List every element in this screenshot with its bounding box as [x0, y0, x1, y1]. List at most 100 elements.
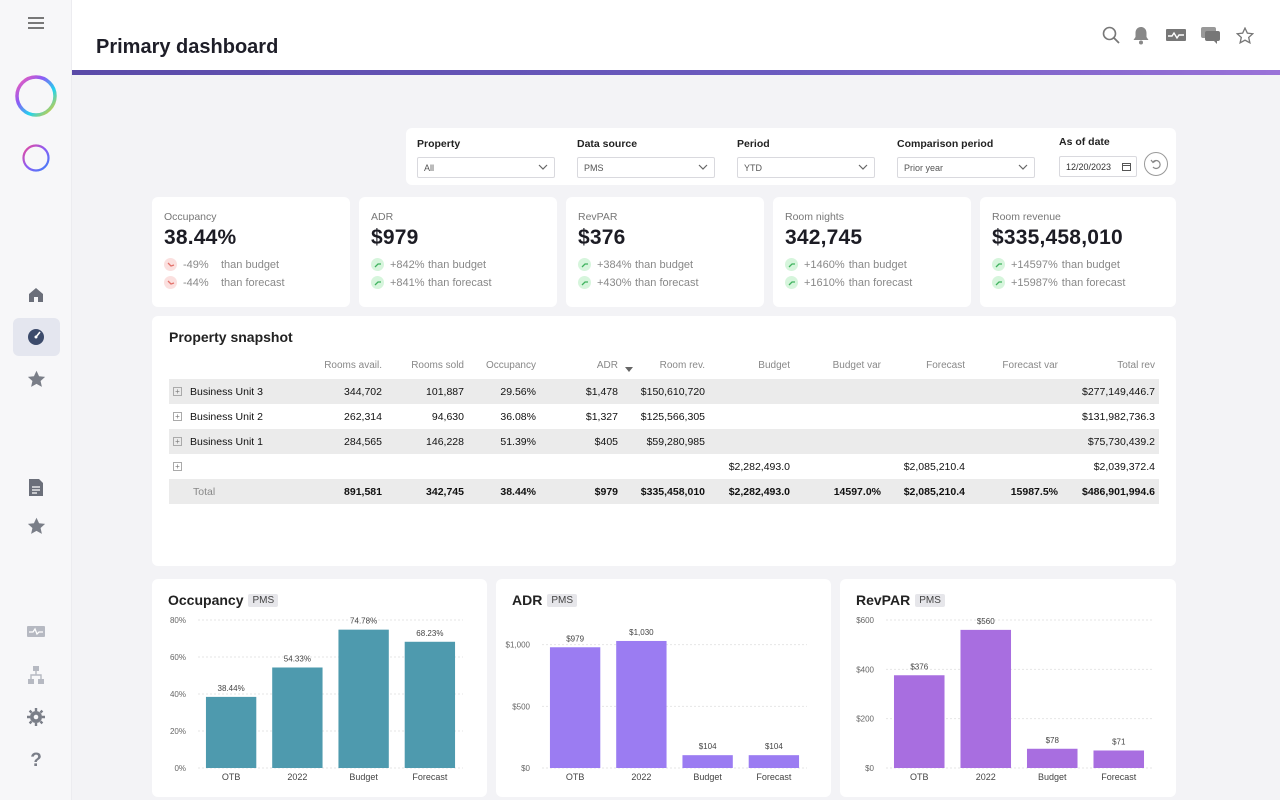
kpi-card-revpar[interactable]: RevPAR $376 +384% than budget +430% than… — [566, 197, 764, 307]
color-ring-small-logo[interactable] — [0, 143, 72, 173]
snapshot-title: Property snapshot — [169, 329, 293, 345]
kpi-card-room-nights[interactable]: Room nights 342,745 +1460% than budget +… — [773, 197, 971, 307]
y-tick-label: $200 — [856, 715, 874, 724]
kpi-forecast-pct: +430% — [597, 276, 632, 289]
table-row[interactable]: + $2,282,493.0 $2,085,210.4 $2,039,372.4 — [169, 454, 1159, 479]
kpi-value: 342,745 — [785, 226, 863, 249]
x-category-label: Budget — [1038, 772, 1067, 782]
star-icon[interactable] — [0, 516, 72, 536]
kpi-card-adr[interactable]: ADR $979 +842% than budget +841% than fo… — [359, 197, 557, 307]
table-row[interactable]: + Business Unit 3 344,702 101,887 29.56% $1,4… — [169, 379, 1159, 404]
total-cell: 38.44% — [468, 479, 540, 504]
kpi-label: ADR — [371, 211, 394, 223]
monitor-icon[interactable] — [1165, 24, 1187, 46]
column-header[interactable]: Occupancy — [485, 360, 536, 371]
column-header[interactable]: ADR — [596, 360, 618, 371]
bar[interactable] — [616, 640, 667, 768]
expand-plus-icon[interactable]: + — [173, 462, 182, 472]
bar[interactable] — [748, 755, 800, 768]
kpi-card-occupancy[interactable]: Occupancy 38.44% -49% than budget -44% t… — [152, 197, 350, 307]
property-select-value: All — [424, 163, 435, 173]
table-cell: $2,282,493.0 — [728, 460, 790, 473]
chart-title: Occupancy PMS — [168, 592, 279, 608]
bar-value-label: $71 — [1112, 737, 1126, 746]
expand-plus-icon[interactable]: + — [173, 412, 182, 422]
monitor-icon[interactable] — [0, 622, 72, 642]
comparison-filter-label: Comparison period — [897, 138, 994, 150]
bar[interactable] — [1093, 750, 1145, 768]
table-cell — [969, 379, 1062, 404]
column-header[interactable]: Room rev. — [659, 360, 705, 371]
help-icon[interactable]: ? — [30, 750, 42, 771]
row-name-cell: + Business Unit 1 — [169, 429, 294, 454]
comparison-filter: Comparison period Prior year — [897, 138, 1035, 178]
calendar-icon — [1122, 163, 1131, 171]
row-label: Business Unit 3 — [190, 385, 263, 398]
bar-value-label: 54.33% — [284, 654, 311, 663]
table-cell: 344,702 — [294, 379, 386, 404]
period-select[interactable]: YTD — [737, 157, 875, 178]
search-icon[interactable] — [1100, 24, 1122, 46]
table-cell: 284,565 — [294, 429, 386, 454]
reset-button[interactable] — [1144, 152, 1168, 176]
kpi-card-room-revenue[interactable]: Room revenue $335,458,010 +14597% than b… — [980, 197, 1176, 307]
table-row[interactable]: + Business Unit 2 262,314 94,630 36.08% $1,32… — [169, 404, 1159, 429]
as-of-date-input[interactable]: 12/20/2023 — [1059, 156, 1137, 177]
bar[interactable] — [1026, 748, 1078, 768]
star-icon[interactable] — [1234, 24, 1256, 46]
kpi-value: $335,458,010 — [992, 226, 1123, 249]
row-name-cell: + Business Unit 2 — [169, 404, 294, 429]
kpi-forecast-pct: +1610% — [804, 276, 845, 289]
menu-icon[interactable] — [0, 12, 72, 34]
kpi-forecast-pct: -44% — [183, 276, 209, 289]
bar[interactable] — [272, 667, 323, 768]
table-cell: $150,610,720 — [622, 379, 709, 404]
table-cell: $2,039,372.4 — [1093, 460, 1155, 473]
bar[interactable] — [960, 629, 1012, 768]
bell-icon[interactable] — [1130, 24, 1152, 46]
column-header — [169, 352, 294, 379]
bar[interactable] — [549, 647, 601, 768]
x-category-label: 2022 — [631, 772, 651, 782]
column-header[interactable]: Forecast var — [1002, 360, 1058, 371]
settings-icon[interactable] — [0, 707, 72, 727]
table-cell — [794, 429, 885, 454]
y-tick-label: $400 — [856, 665, 874, 674]
document-icon[interactable] — [0, 477, 72, 497]
column-header[interactable]: Budget var — [832, 360, 881, 371]
column-header[interactable]: Rooms sold — [411, 360, 464, 371]
table-row[interactable]: + Business Unit 1 284,565 146,228 51.39% $405… — [169, 429, 1159, 454]
sort-desc-icon[interactable] — [625, 367, 633, 373]
adr-bar-chart: $0 $500 $1,000 $979 OTB $1,030 2022 $104 Budget $… — [506, 628, 807, 782]
property-select[interactable]: All — [417, 157, 555, 178]
expand-plus-icon[interactable]: + — [173, 387, 182, 397]
dashboard-gauge-icon[interactable] — [0, 327, 72, 347]
table-cell — [969, 404, 1062, 429]
color-ring-logo[interactable] — [0, 74, 72, 118]
total-cell: $979 — [540, 479, 622, 504]
kpi-budget-text: than budget — [428, 258, 487, 271]
star-icon[interactable] — [0, 369, 72, 389]
column-header[interactable]: Total rev — [1117, 360, 1155, 371]
column-header[interactable]: Budget — [758, 360, 790, 371]
bar[interactable] — [404, 641, 456, 768]
column-header[interactable]: Forecast — [926, 360, 965, 371]
column-header[interactable]: Rooms avail. — [324, 360, 382, 371]
chat-icon[interactable] — [1199, 24, 1221, 46]
expand-plus-icon[interactable]: + — [173, 437, 182, 447]
comparison-select[interactable]: Prior year — [897, 157, 1035, 178]
page-title: Primary dashboard — [96, 36, 279, 58]
bar[interactable] — [338, 629, 389, 768]
trend-up-icon — [371, 258, 384, 271]
home-icon[interactable] — [0, 284, 72, 304]
bar[interactable] — [682, 755, 733, 768]
hierarchy-icon[interactable] — [0, 664, 72, 686]
bar[interactable] — [205, 696, 257, 768]
source-chip: PMS — [915, 593, 945, 607]
table-cell: $1,327 — [585, 410, 618, 423]
table-cell: $405 — [540, 429, 622, 454]
bar-value-label: $104 — [765, 742, 783, 751]
y-tick-label: $0 — [521, 764, 530, 773]
bar[interactable] — [893, 675, 945, 768]
data-source-select[interactable]: PMS — [577, 157, 715, 178]
